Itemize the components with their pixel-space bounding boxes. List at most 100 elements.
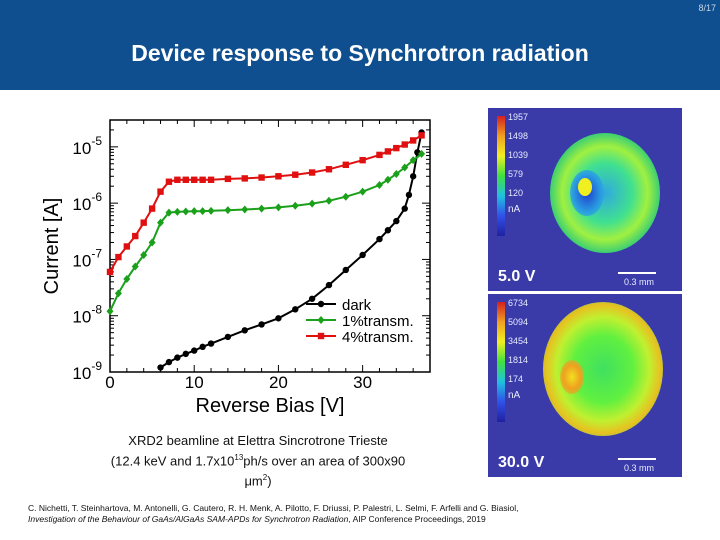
series-line (109, 153, 423, 312)
scale-bar (618, 272, 656, 274)
data-point (418, 132, 425, 139)
data-point (173, 207, 181, 216)
series-line (109, 134, 423, 273)
data-point (409, 156, 417, 165)
caption-line-2-text: (12.4 keV and 1.7x10 (110, 453, 235, 469)
data-point (132, 232, 139, 240)
data-point (207, 176, 215, 183)
data-point (182, 176, 189, 183)
data-point (317, 300, 325, 308)
data-point (148, 205, 156, 212)
data-point (165, 208, 173, 217)
y-tick-base: 10 (72, 195, 91, 214)
data-point (393, 144, 400, 152)
data-point (342, 266, 349, 274)
data-point (157, 364, 164, 371)
citation: C. Nichetti, T. Steinhartova, M. Antonel… (28, 503, 519, 525)
scale-bar-label: 0.3 mm (624, 463, 655, 473)
data-point (165, 178, 173, 185)
caption-exponent: 13 (234, 453, 244, 462)
data-point (325, 166, 333, 173)
legend-label: dark (342, 297, 372, 314)
citation-reference: Investigation of the Behaviour of GaAs/A… (28, 514, 519, 525)
data-point (174, 176, 181, 183)
x-tick-label: 20 (269, 373, 288, 392)
y-tick-label: 10-7 (72, 246, 102, 270)
data-point (384, 227, 392, 234)
caption-line-3: μm2) (58, 469, 458, 489)
data-point (174, 354, 181, 361)
colorbar-tick: 1498 (508, 131, 529, 141)
data-point (182, 350, 189, 358)
colorbar (497, 302, 505, 422)
y-tick-label: 10-5 (72, 134, 102, 158)
data-point (199, 207, 207, 216)
colorbar (497, 116, 505, 236)
x-tick-label: 10 (185, 373, 204, 392)
colorbar-tick: 120 (508, 188, 524, 198)
y-tick-exponent: -8 (91, 303, 102, 317)
data-point (106, 268, 114, 276)
caption-line-2: (12.4 keV and 1.7x1013ph/s over an area … (58, 449, 458, 469)
data-point (131, 262, 139, 271)
data-point (325, 281, 333, 289)
data-point (140, 219, 147, 226)
data-point (325, 196, 333, 205)
data-point (275, 315, 282, 322)
data-point (182, 207, 190, 216)
data-point (359, 251, 366, 259)
current-map-30v: 6734 5094 3454 1814 174 nA 30.0 V 0.3 mm (488, 294, 682, 477)
data-point (401, 205, 408, 212)
data-point (375, 181, 383, 190)
plot-frame (109, 119, 431, 373)
data-point (275, 173, 282, 180)
data-point (418, 149, 426, 158)
data-point (123, 274, 131, 283)
colorbar-tick: 5094 (508, 317, 529, 327)
y-tick-label: 10-6 (72, 190, 102, 214)
caption-line-2-tail: ph/s over an area of 300x90 (243, 453, 406, 469)
y-tick-exponent: -6 (91, 190, 102, 204)
data-point (292, 306, 299, 313)
data-point (401, 141, 408, 148)
data-point (199, 176, 206, 183)
scale-bar (618, 458, 656, 460)
x-tick-label: 30 (353, 373, 372, 392)
y-tick-label: 10-8 (72, 303, 102, 327)
caption-line-1: XRD2 beamline at Elettra Sincrotrone Tri… (128, 433, 388, 448)
data-point (123, 243, 131, 250)
slide-title: Device response to Synchrotron radiation (131, 40, 589, 66)
caption-line-3-tail: ) (267, 473, 272, 489)
data-point (190, 207, 198, 216)
header-bar: 8/17 Device response to Synchrotron radi… (0, 0, 720, 90)
y-tick-exponent: -9 (91, 359, 102, 373)
colorbar-tick: 174 (508, 374, 524, 384)
data-point (207, 206, 215, 215)
colorbar-tick: 579 (508, 169, 524, 179)
data-point (359, 156, 366, 164)
caption: XRD2 beamline at Elettra Sincrotrone Tri… (58, 432, 458, 490)
data-point (224, 333, 232, 341)
colorbar-tick: 1814 (508, 355, 529, 365)
data-point (258, 204, 266, 213)
data-point (401, 163, 409, 172)
data-point (317, 332, 325, 340)
data-point (409, 173, 417, 180)
data-point (292, 171, 299, 178)
data-point (308, 295, 316, 302)
x-axis-label: Reverse Bias [V] (196, 395, 345, 417)
data-point (106, 307, 114, 316)
data-point (258, 321, 265, 328)
y-tick-exponent: -5 (91, 134, 102, 148)
y-tick-base: 10 (72, 251, 91, 270)
data-point (405, 191, 413, 199)
data-point (258, 174, 265, 181)
data-point (241, 327, 248, 334)
data-point (165, 358, 173, 366)
current-map-5v: 1957 1498 1039 579 120 nA 5.0 V 0.3 mm (488, 108, 682, 291)
data-point (342, 161, 349, 168)
data-point (317, 316, 325, 324)
data-point (384, 175, 392, 184)
y-tick-base: 10 (72, 364, 91, 383)
